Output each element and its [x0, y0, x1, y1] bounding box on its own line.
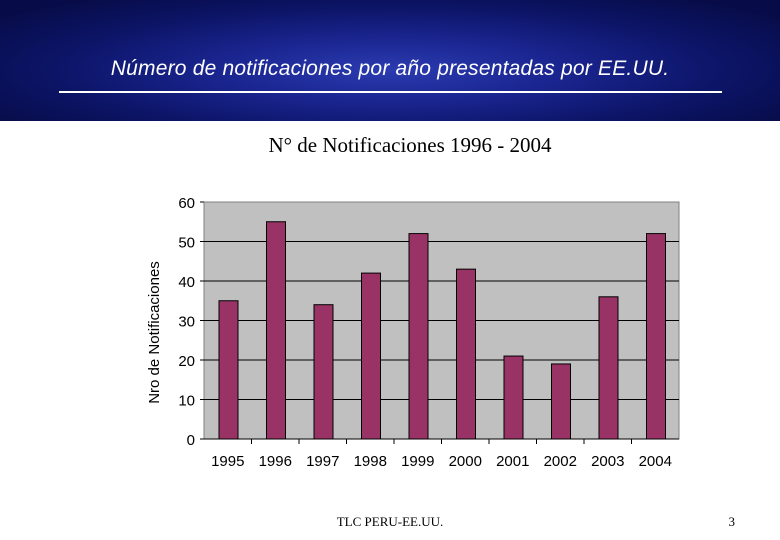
y-tick-label: 60 — [178, 195, 195, 212]
bar-1999 — [408, 233, 429, 440]
x-tick-label: 1999 — [401, 453, 434, 470]
bars — [218, 221, 666, 440]
bar-chart: 0 10 20 30 40 50 60 1995 1996 1997 1998 1999 2000 20… — [146, 195, 680, 470]
x-tick-label: 2003 — [591, 453, 624, 470]
x-tick-label: 1998 — [354, 453, 387, 470]
y-axis-label: Nro de Notificaciones — [146, 261, 163, 404]
y-tick-label: 20 — [178, 353, 195, 370]
footer-text: TLC PERU-EE.UU. — [336, 514, 444, 529]
header-banner: Número de notificaciones por año present… — [0, 0, 780, 121]
y-tick-label: 40 — [178, 274, 195, 291]
slide-title: Número de notificaciones por año present… — [110, 57, 670, 80]
bar-1998 — [361, 272, 381, 440]
y-tick-label: 50 — [178, 235, 195, 252]
bar-2001 — [503, 355, 524, 440]
x-tick-labels: 1995 1996 1997 1998 1999 2000 2001 2002 2003 2004 — [211, 453, 672, 470]
y-tick-label: 30 — [178, 314, 195, 331]
x-tick-label: 2002 — [544, 453, 577, 470]
x-tick-label: 2000 — [449, 453, 482, 470]
y-tick-labels: 0 10 20 30 40 50 60 — [178, 195, 195, 449]
y-tick-label: 0 — [187, 432, 195, 449]
x-tick-label: 1997 — [306, 453, 339, 470]
title-underline — [59, 91, 722, 93]
chart-title: N° de Notificaciones 1996 - 2004 — [268, 133, 552, 157]
bar-2004 — [646, 233, 666, 440]
bar-1997 — [313, 304, 334, 440]
x-tick-label: 1995 — [211, 453, 244, 470]
y-tick-label: 10 — [178, 393, 195, 410]
chart-container: 0 10 20 30 40 50 60 1995 1996 1997 1998 1999 2000 20… — [120, 175, 695, 493]
bar-2002 — [551, 363, 571, 440]
bar-1995 — [218, 300, 239, 440]
x-tick-label: 2001 — [496, 453, 529, 470]
x-tick-label: 2004 — [639, 453, 672, 470]
bar-2000 — [456, 268, 476, 440]
page-number: 3 — [728, 514, 736, 529]
bar-2003 — [598, 296, 619, 440]
bar-1996 — [266, 221, 286, 440]
x-tick-label: 1996 — [259, 453, 292, 470]
